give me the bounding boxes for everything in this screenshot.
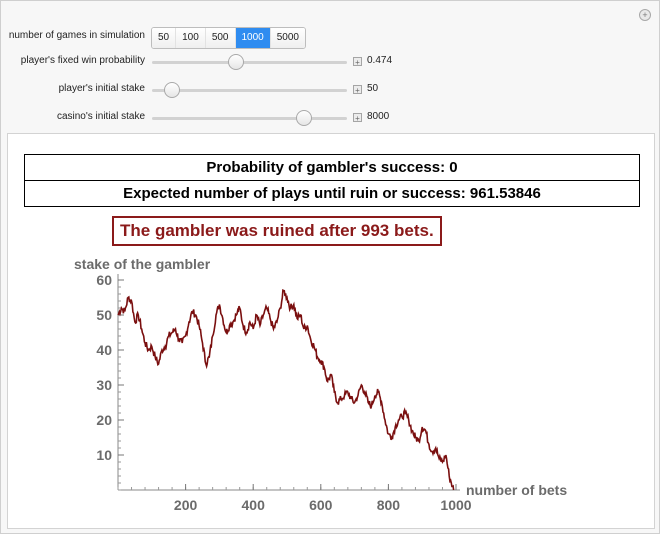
x-tick-label: 200 <box>174 497 198 513</box>
win-probability-value: 0.474 <box>367 55 393 66</box>
initial-stake-slider-track[interactable] <box>152 89 347 92</box>
x-tick-label: 400 <box>242 497 266 513</box>
initial-stake-label: player's initial stake <box>58 83 145 94</box>
win-probability-slider-knob[interactable] <box>227 54 244 70</box>
games-control-row: number of games in simulation 50 100 500 10… <box>1 27 661 49</box>
casino-stake-slider-track[interactable] <box>152 117 347 120</box>
win-probability-row: player's fixed win probability + 0.474 <box>1 52 661 72</box>
initial-stake-slider-knob[interactable] <box>163 82 180 98</box>
x-tick-label: 600 <box>309 497 333 513</box>
y-tick-label: 10 <box>96 447 112 463</box>
initial-stake-value: 50 <box>367 83 379 94</box>
y-axis-label: stake of the gambler <box>74 256 211 272</box>
casino-stake-value: 8000 <box>367 111 390 122</box>
stake-line-series <box>117 289 455 491</box>
expected-plays-text: Expected number of plays until ruin or s… <box>24 180 640 207</box>
output-area: Probability of gambler's success: 0 Expe… <box>7 133 655 529</box>
y-tick-label: 20 <box>96 412 112 428</box>
casino-stake-label: casino's initial stake <box>56 111 145 122</box>
games-label: number of games in simulation <box>8 30 145 41</box>
y-tick-label: 30 <box>96 377 112 393</box>
y-tick-label: 60 <box>96 272 112 288</box>
y-tick-label: 50 <box>96 307 112 323</box>
games-option-100[interactable]: 100 <box>176 28 206 48</box>
casino-stake-row: casino's initial stake + 8000 <box>1 108 661 128</box>
results-table: Probability of gambler's success: 0 Expe… <box>24 154 640 207</box>
casino-stake-slider-knob[interactable] <box>296 110 313 126</box>
expand-plus-icon[interactable]: + <box>639 9 651 21</box>
initial-stake-row: player's initial stake + 50 <box>1 80 661 100</box>
casino-stake-plus-icon[interactable]: + <box>353 113 362 123</box>
games-option-5000[interactable]: 5000 <box>270 28 305 48</box>
games-option-50[interactable]: 50 <box>152 28 177 48</box>
games-segmented-control[interactable]: 50 100 500 1000 5000 <box>151 27 306 49</box>
x-tick-label: 800 <box>377 497 401 513</box>
win-probability-plus-icon[interactable]: + <box>353 57 362 67</box>
y-tick-label: 40 <box>96 342 112 358</box>
games-option-1000[interactable]: 1000 <box>235 28 271 48</box>
x-axis-label: number of bets <box>466 482 568 498</box>
win-probability-label: player's fixed win probability <box>20 55 145 66</box>
initial-stake-plus-icon[interactable]: + <box>353 85 362 95</box>
win-probability-slider-track[interactable] <box>152 61 347 64</box>
stake-chart: 200 400 600 800 1000 10 20 30 40 50 60 <box>96 272 471 513</box>
outcome-message: The gambler was ruined after 993 bets. <box>112 216 442 246</box>
games-option-500[interactable]: 500 <box>205 28 236 48</box>
x-tick-label: 1000 <box>440 497 471 513</box>
